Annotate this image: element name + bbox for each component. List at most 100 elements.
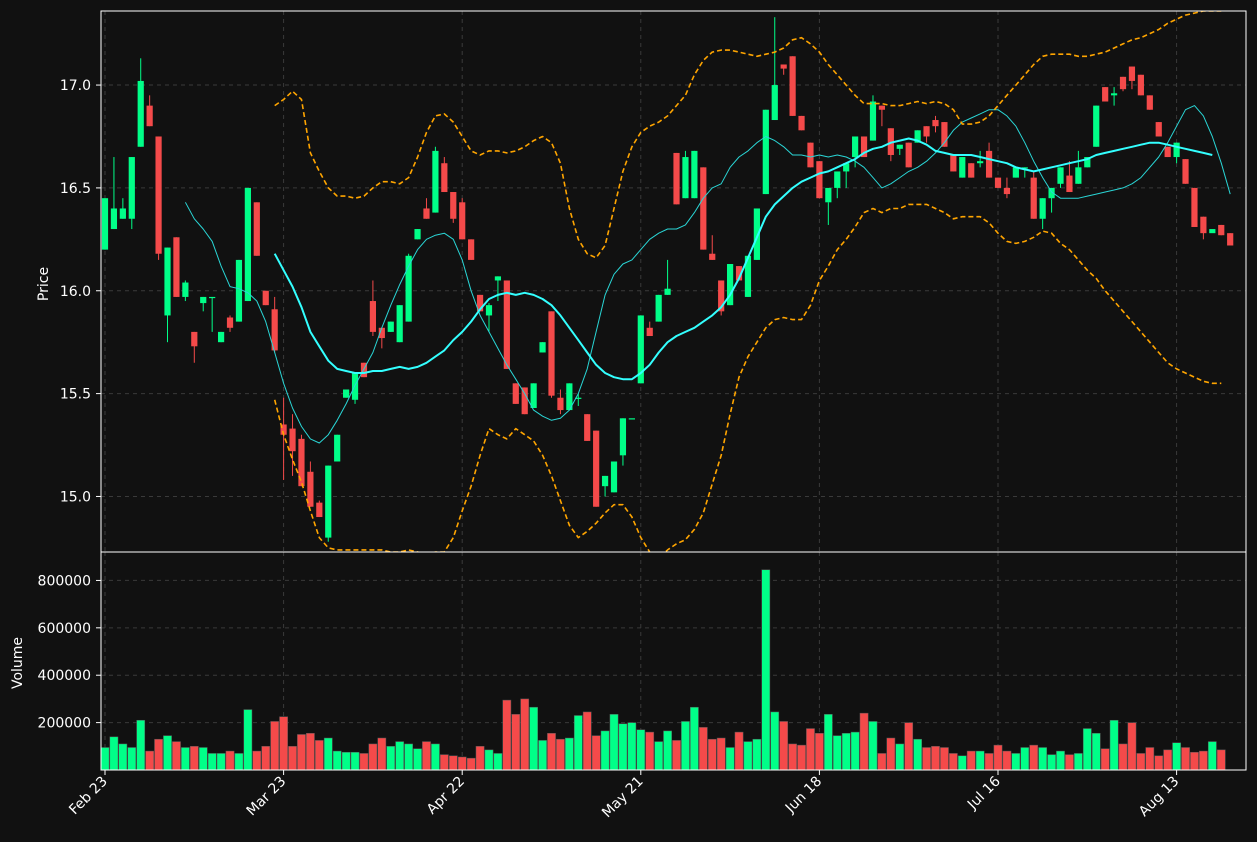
volume-bar xyxy=(868,721,878,770)
moving-average-fast-line xyxy=(273,137,1213,381)
volume-bar xyxy=(984,753,994,770)
volume-bar xyxy=(341,751,351,770)
candle-body xyxy=(789,56,796,116)
candle-body xyxy=(1093,105,1100,147)
volume-bar xyxy=(600,730,610,770)
volume-bar xyxy=(243,709,253,770)
candle-body xyxy=(1155,122,1162,137)
candle-body xyxy=(771,85,778,121)
candle-body xyxy=(896,144,903,149)
candle-body xyxy=(825,187,832,203)
price-tick-label: 16.0 xyxy=(60,284,91,300)
volume-bar xyxy=(1065,754,1074,770)
candle-body xyxy=(1137,74,1144,96)
moving-average-slow-line xyxy=(184,105,1231,444)
volume-bar xyxy=(770,711,780,770)
candle-body xyxy=(673,152,680,205)
candle-body xyxy=(512,383,519,404)
volume-bar xyxy=(448,755,458,770)
volume-bar xyxy=(1145,747,1155,770)
candle-body xyxy=(182,282,189,297)
candle-body xyxy=(343,389,350,398)
volume-bar xyxy=(725,747,735,770)
volume-bar xyxy=(1127,722,1137,770)
volume-bar xyxy=(1136,753,1146,770)
volume-bar xyxy=(493,753,503,770)
candle-body xyxy=(200,296,207,304)
candle-body xyxy=(378,327,385,339)
volume-bar xyxy=(154,738,163,770)
candle-body xyxy=(985,150,993,178)
volume-axis-title: Volume xyxy=(10,637,26,689)
candle-body xyxy=(137,80,144,147)
volume-bar xyxy=(957,755,967,770)
volume-bar xyxy=(314,740,324,770)
candle-body xyxy=(878,105,886,110)
candle-body xyxy=(994,177,1002,188)
volume-bar xyxy=(1011,753,1021,770)
candle-body xyxy=(307,471,314,507)
volume-bar xyxy=(332,750,342,770)
candle-body xyxy=(628,418,635,420)
candle-body xyxy=(1003,187,1011,195)
volume-bar xyxy=(975,750,985,770)
volume-bar xyxy=(359,753,369,770)
volume-tick-label: 200000 xyxy=(38,716,91,732)
candle-body xyxy=(110,208,118,230)
volume-bar xyxy=(189,746,199,770)
volume-bar xyxy=(270,721,280,770)
candle-body xyxy=(834,171,841,188)
volume-bar xyxy=(172,741,181,770)
candle-body xyxy=(753,208,760,260)
volume-bar xyxy=(181,747,190,770)
volume-bar xyxy=(457,756,467,770)
volume-bar xyxy=(395,741,405,770)
candle-body xyxy=(1057,167,1064,184)
candle-body xyxy=(325,465,332,538)
volume-bar xyxy=(439,754,449,770)
candle-body xyxy=(610,461,618,493)
volume-bar xyxy=(823,714,833,770)
candle-body xyxy=(700,167,707,250)
volume-bar xyxy=(618,723,628,770)
volume-bar xyxy=(922,747,931,770)
volume-bar xyxy=(431,743,440,770)
candle-body xyxy=(646,327,653,337)
volume-bar xyxy=(1047,754,1056,770)
volume-bar xyxy=(859,712,869,770)
volume-bar xyxy=(252,750,262,770)
volume-bar xyxy=(565,737,574,770)
volume-bar xyxy=(815,733,824,770)
candle-body xyxy=(1146,95,1153,110)
volume-bar xyxy=(475,746,485,770)
volume-tick-label: 400000 xyxy=(38,668,91,684)
price-tick-label: 15.5 xyxy=(60,387,91,403)
candle-body xyxy=(253,202,260,256)
volume-bar xyxy=(422,741,431,770)
volume-bar xyxy=(654,741,664,770)
volume-bar xyxy=(1181,747,1190,770)
volume-bar xyxy=(1002,750,1012,770)
volume-bar xyxy=(582,711,592,770)
candle-body xyxy=(539,342,546,353)
candle-body xyxy=(1012,167,1019,178)
volume-bar xyxy=(1199,750,1208,770)
volume-bar xyxy=(207,753,217,770)
candle-body xyxy=(1227,233,1234,246)
volume-bar xyxy=(1154,755,1164,770)
volume-bar xyxy=(1190,751,1199,770)
volume-bar xyxy=(413,748,422,770)
volume-bar xyxy=(297,734,306,770)
candle-body xyxy=(432,150,439,213)
volume-bar xyxy=(609,714,619,770)
candle-body xyxy=(298,438,305,487)
candle-body xyxy=(459,202,466,240)
price-tick-label: 16.5 xyxy=(60,181,91,197)
candle-body xyxy=(289,428,296,452)
volume-tick-label: 600000 xyxy=(38,621,91,637)
volume-bar xyxy=(484,749,494,770)
candle-body xyxy=(709,253,716,260)
candle-body xyxy=(1048,187,1055,199)
candle-body xyxy=(485,305,493,316)
candle-body xyxy=(1030,177,1037,219)
